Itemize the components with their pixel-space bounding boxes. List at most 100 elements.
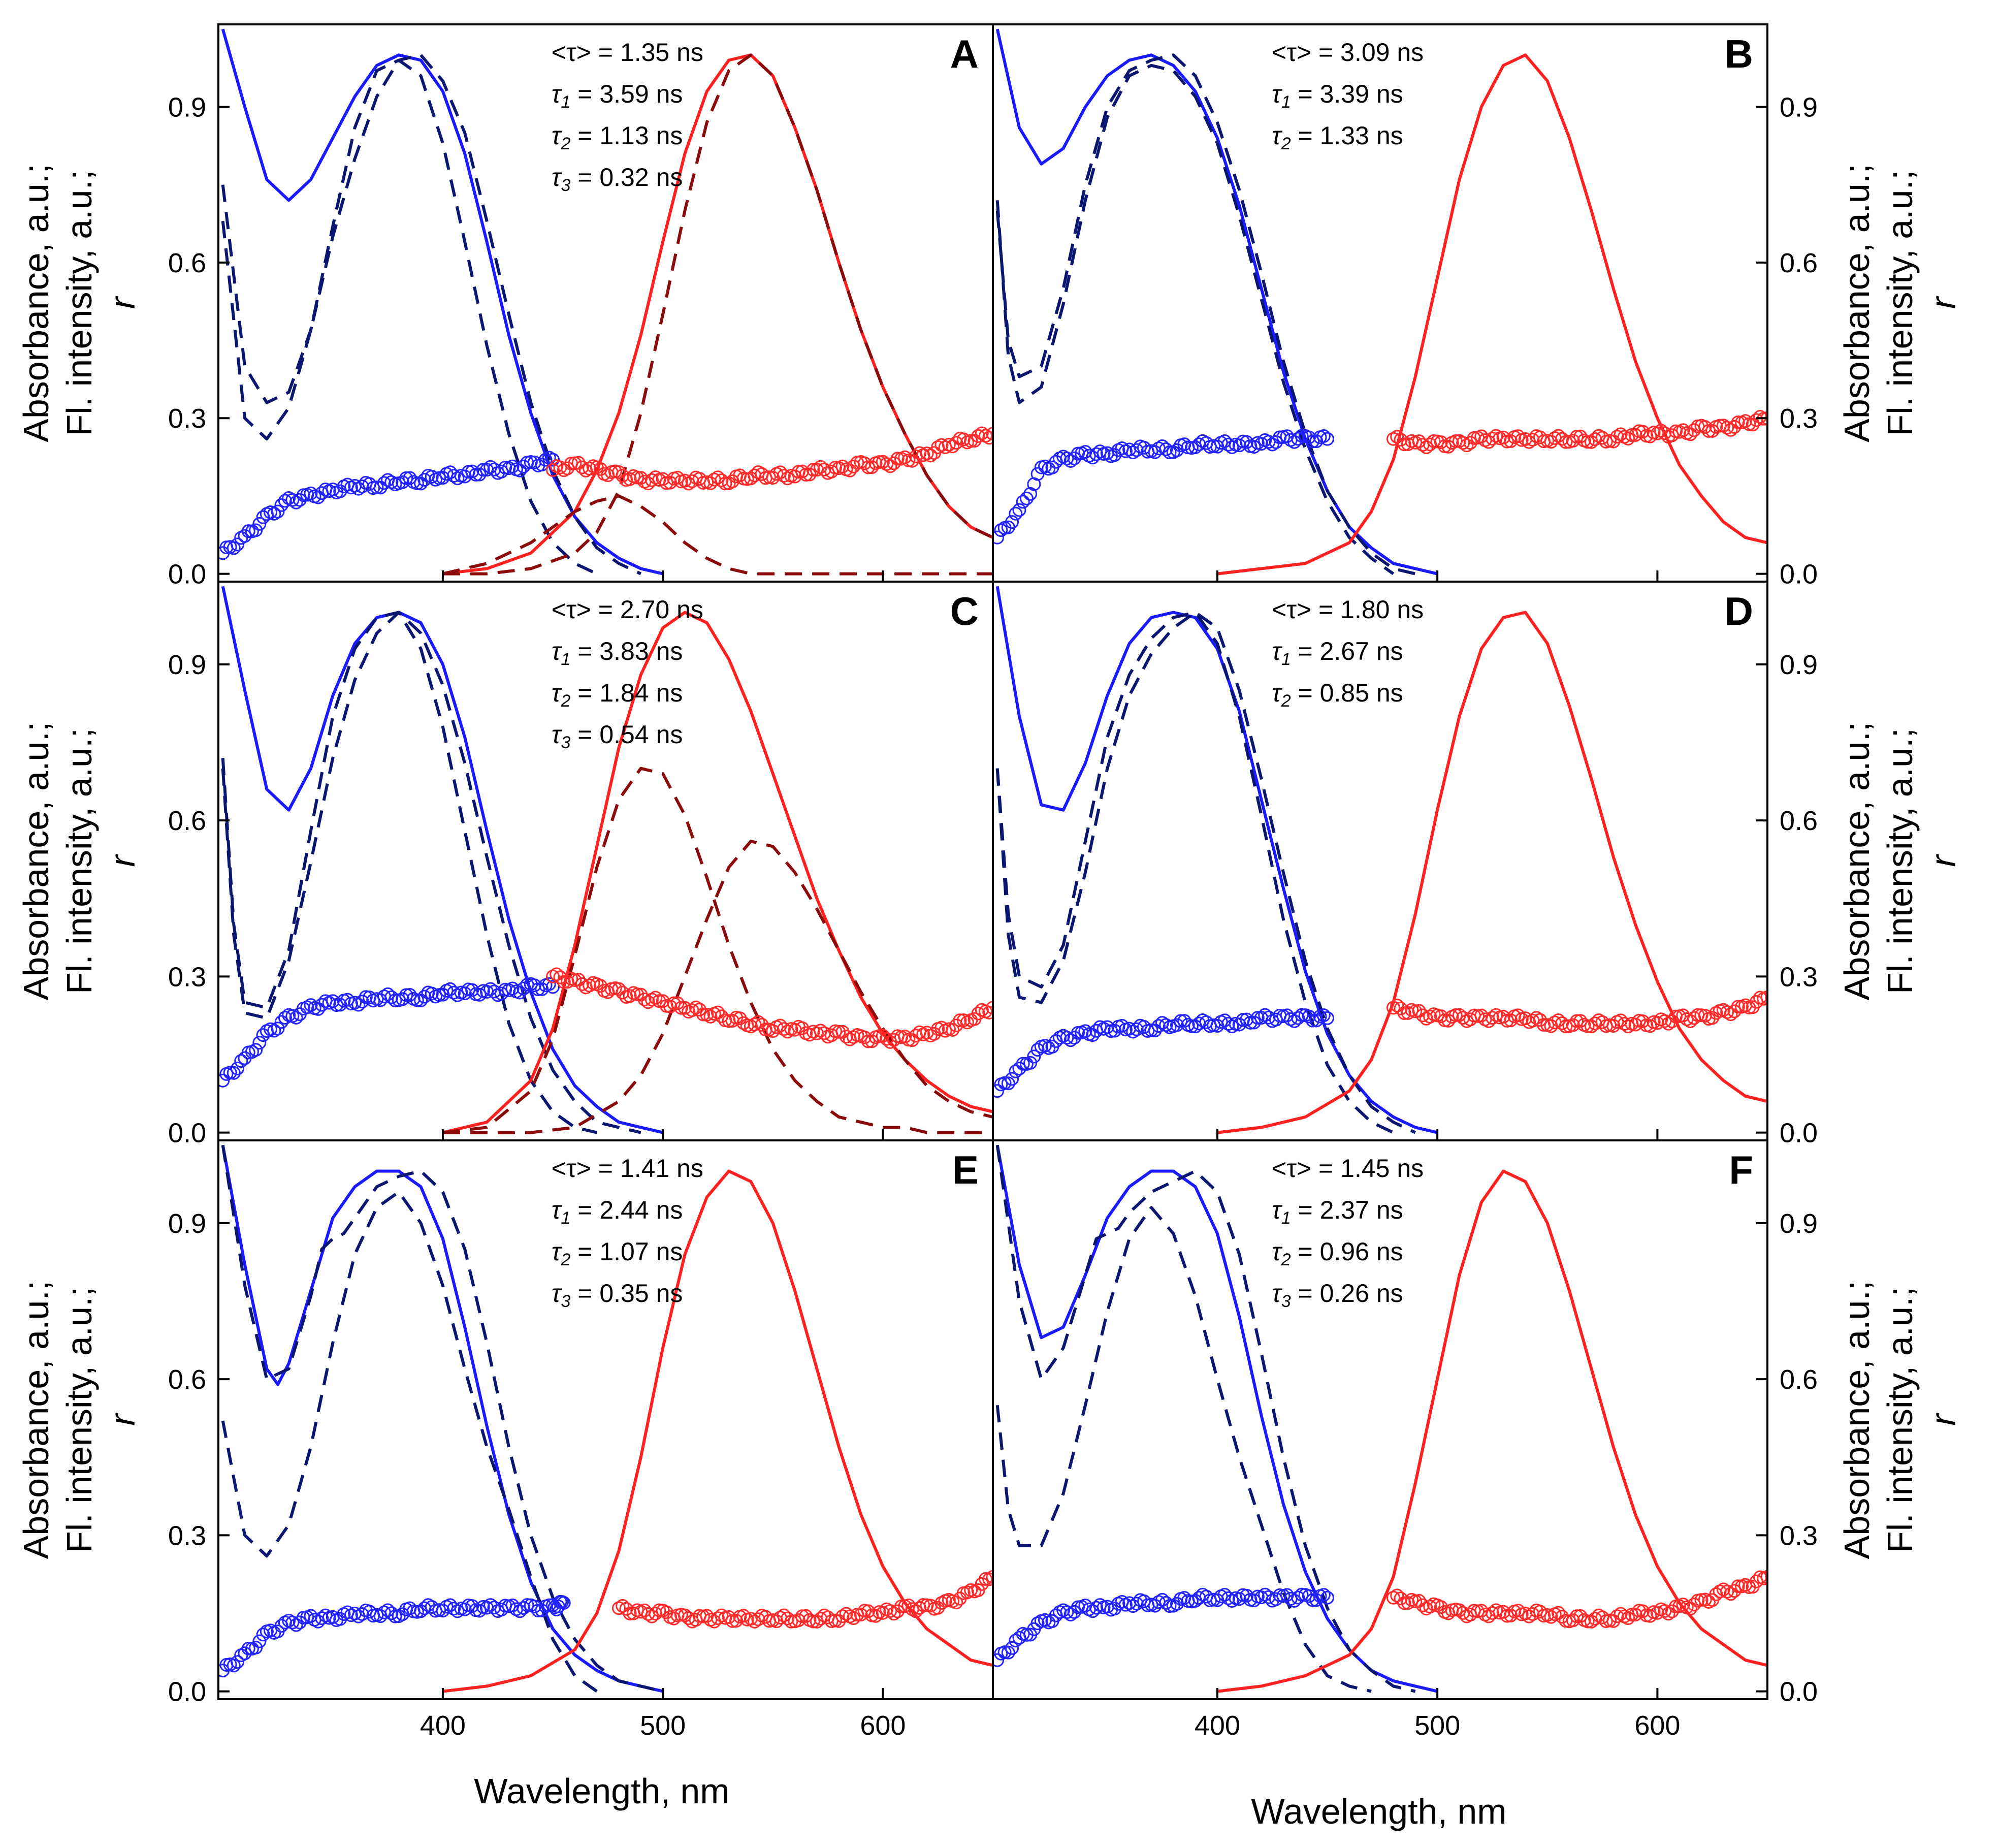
data-point <box>843 463 857 477</box>
data-point <box>487 462 501 476</box>
series-line <box>1217 1169 1767 1693</box>
data-point <box>553 970 567 984</box>
data-point <box>1760 990 1767 1004</box>
data-point <box>956 432 971 447</box>
data-point <box>1423 437 1437 452</box>
data-point <box>854 1607 868 1621</box>
x-tick-label: 500 <box>640 1710 686 1741</box>
data-point <box>1746 418 1760 432</box>
data-point <box>417 472 432 487</box>
y-axis-label: Absorbance, a.u.; Fl. intensity, a.u.; r <box>16 722 142 1001</box>
data-point <box>1566 1613 1580 1628</box>
data-point <box>1720 1584 1734 1599</box>
data-point <box>1394 433 1408 447</box>
data-point <box>905 454 919 468</box>
data-point <box>898 1030 912 1043</box>
y-axis-label-line1: Absorbance, a.u.; <box>1837 164 1877 442</box>
data-point <box>274 498 288 512</box>
data-point <box>799 467 813 482</box>
data-point <box>546 453 560 467</box>
data-point <box>241 1641 255 1655</box>
data-point <box>1302 1589 1316 1603</box>
data-point <box>249 1043 263 1057</box>
data-point <box>531 982 545 997</box>
data-point <box>817 1026 831 1040</box>
data-point <box>1635 425 1650 439</box>
data-point <box>1423 1600 1437 1614</box>
data-point <box>1159 442 1173 456</box>
data-point <box>1240 1588 1254 1603</box>
data-point <box>414 476 428 491</box>
y-tick-label: 0.3 <box>168 962 206 992</box>
data-point <box>1621 1611 1635 1626</box>
data-point <box>1397 437 1411 452</box>
data-point <box>905 1033 919 1047</box>
series-line <box>995 28 1438 576</box>
data-point <box>1302 430 1316 444</box>
data-point <box>1526 1607 1540 1621</box>
series-line <box>221 611 641 1134</box>
y-tick-label: 0.3 <box>1780 403 1818 434</box>
series-line <box>1217 53 1767 576</box>
data-point <box>494 986 508 1001</box>
y-tick-label: 0.6 <box>168 1364 206 1395</box>
data-point <box>1306 434 1320 449</box>
data-point <box>839 1607 853 1621</box>
series-markers <box>611 1570 993 1629</box>
data-point <box>993 530 1005 545</box>
data-point <box>1724 423 1738 437</box>
data-point <box>913 1601 927 1615</box>
data-point <box>271 1022 285 1036</box>
data-point <box>1225 1594 1239 1608</box>
data-point <box>1658 426 1672 440</box>
lifetime-annotation: τ1 = 2.37 ns <box>1272 1196 1403 1228</box>
data-point <box>1544 1610 1558 1624</box>
data-point <box>616 1599 630 1613</box>
data-point <box>234 1054 248 1068</box>
data-point <box>304 998 318 1012</box>
axis-labels-group: Wavelength, nm Wavelength, nm Absorbance… <box>16 164 1963 1831</box>
lifetime-annotation: τ1 = 3.59 ns <box>552 80 683 112</box>
data-point <box>469 467 483 482</box>
data-point <box>425 469 439 484</box>
data-point <box>550 967 564 981</box>
data-point <box>410 476 424 491</box>
lifetime-annotation: <τ> = 1.80 ns <box>1272 595 1424 624</box>
data-point <box>465 464 479 479</box>
data-point <box>399 471 413 485</box>
y-tick-label: 0.0 <box>168 1677 206 1707</box>
data-point <box>971 429 985 443</box>
data-point <box>1698 420 1712 434</box>
data-point <box>487 984 501 999</box>
data-point <box>557 1596 571 1610</box>
data-point <box>546 980 560 994</box>
series-line <box>221 1190 598 1693</box>
data-point <box>575 977 589 991</box>
data-point <box>751 1612 765 1627</box>
data-point <box>1262 1010 1276 1025</box>
data-point <box>986 1570 993 1584</box>
data-point <box>1635 1014 1650 1028</box>
data-point <box>1427 434 1441 448</box>
data-point <box>1727 420 1742 434</box>
data-point <box>1240 435 1254 449</box>
data-point <box>560 975 574 989</box>
data-point <box>946 439 960 454</box>
data-point <box>1485 1011 1499 1025</box>
data-point <box>1731 1579 1745 1594</box>
data-point <box>1063 1607 1078 1621</box>
data-point <box>982 431 993 445</box>
data-point <box>1060 451 1074 465</box>
data-point <box>748 1017 762 1032</box>
data-point <box>1460 438 1474 453</box>
y-axis-label: Absorbance, a.u.; Fl. intensity, a.u.; r <box>16 1281 142 1559</box>
y-axis-label-line3: r <box>103 854 142 867</box>
data-point <box>652 994 666 1008</box>
data-point <box>1016 1057 1030 1071</box>
lifetime-annotation: <τ> = 1.41 ns <box>552 1154 703 1183</box>
data-point <box>1496 1009 1510 1024</box>
data-point <box>1731 415 1745 429</box>
data-point <box>458 1602 472 1616</box>
data-point <box>1130 443 1144 457</box>
data-point <box>619 1602 633 1616</box>
